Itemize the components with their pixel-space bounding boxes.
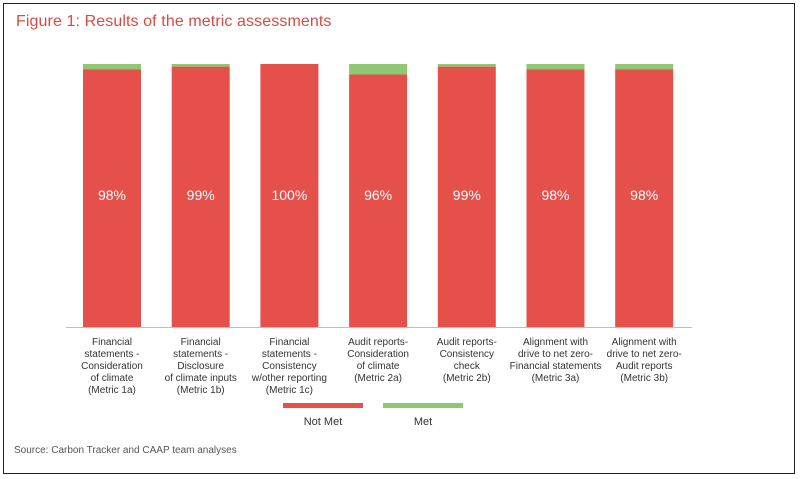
category-label-line: Financial	[92, 337, 132, 348]
source-note: Source: Carbon Tracker and CAAP team ana…	[14, 445, 237, 456]
category-label: Audit reports-Consideration of climate (Me…	[347, 337, 409, 384]
category-label-line: drive to net zero-	[607, 349, 682, 360]
bar-met	[615, 64, 674, 70]
data-label: 98%	[98, 187, 126, 203]
category-label: Audit reports-Consistency check (Metric 2b…	[437, 337, 497, 384]
category-label-line: of climate inputs	[165, 373, 237, 384]
category-label-line: Financial statements	[510, 361, 602, 372]
category-label-line: check	[454, 361, 481, 372]
bar-met	[437, 64, 496, 67]
data-label: 98%	[630, 187, 658, 203]
bar-not-met	[615, 69, 674, 327]
category-label-line: of climate	[91, 373, 134, 384]
category-label-line: Consideration	[347, 349, 409, 360]
category-label-line: Financial	[269, 337, 309, 348]
category-label-line: (Metric 2b)	[443, 373, 491, 384]
bar-met	[526, 64, 585, 70]
category-label-line: (Metric 1b)	[177, 385, 225, 396]
category-label: Financial statements -Disclosure of climat…	[165, 337, 237, 396]
category-label-line: of climate	[357, 361, 400, 372]
category-label-line: Audit reports-	[348, 337, 408, 348]
legend-label-met: Met	[414, 416, 432, 428]
legend-swatch-met	[383, 403, 463, 408]
bar-not-met	[526, 69, 585, 327]
category-label: Financial statements -Consistency w/other …	[251, 337, 327, 396]
category-label-line: Alignment with	[612, 337, 677, 348]
bar-not-met	[260, 64, 319, 327]
legend-label-not-met: Not Met	[304, 416, 343, 428]
bar-not-met	[171, 66, 230, 327]
bar-not-met	[437, 66, 496, 327]
category-label: Alignment with drive to net zero-Audit re…	[607, 337, 682, 384]
category-label-line: statements -	[262, 349, 317, 360]
legend-swatch-not-met	[283, 403, 363, 408]
figure-title: Figure 1: Results of the metric assessme…	[16, 13, 332, 30]
bar-met	[349, 64, 408, 75]
category-label-line: Audit reports	[616, 361, 673, 372]
category-label-line: (Metric 2a)	[354, 373, 402, 384]
category-label-line: Consistency	[440, 349, 494, 360]
category-label-line: Disclosure	[177, 361, 224, 372]
data-label: 98%	[541, 187, 569, 203]
category-label-line: (Metric 1a)	[88, 385, 136, 396]
category-label-line: statements -	[84, 349, 139, 360]
category-label-line: (Metric 3a)	[532, 373, 580, 384]
category-label-line: Audit reports-	[437, 337, 497, 348]
data-label: 100%	[271, 187, 307, 203]
data-label: 99%	[187, 187, 215, 203]
category-label: Financial statements -Consideration of cli…	[81, 337, 143, 396]
category-label-line: Alignment with	[523, 337, 588, 348]
category-label-line: (Metric 1c)	[266, 385, 313, 396]
category-label-line: Financial	[181, 337, 221, 348]
data-label: 96%	[364, 187, 392, 203]
category-label: Alignment with drive to net zero-Financia…	[510, 337, 602, 384]
bar-not-met	[349, 74, 408, 328]
category-label-line: w/other reporting	[251, 373, 327, 384]
category-label-line: (Metric 3b)	[620, 373, 668, 384]
category-label-line: Consideration	[81, 361, 143, 372]
data-label: 99%	[453, 187, 481, 203]
bar-met	[83, 64, 141, 70]
category-label-line: statements -	[173, 349, 228, 360]
category-label-line: Consistency	[262, 361, 316, 372]
category-label-line: drive to net zero-	[518, 349, 593, 360]
bar-met	[171, 64, 230, 67]
bar-not-met	[83, 69, 141, 327]
